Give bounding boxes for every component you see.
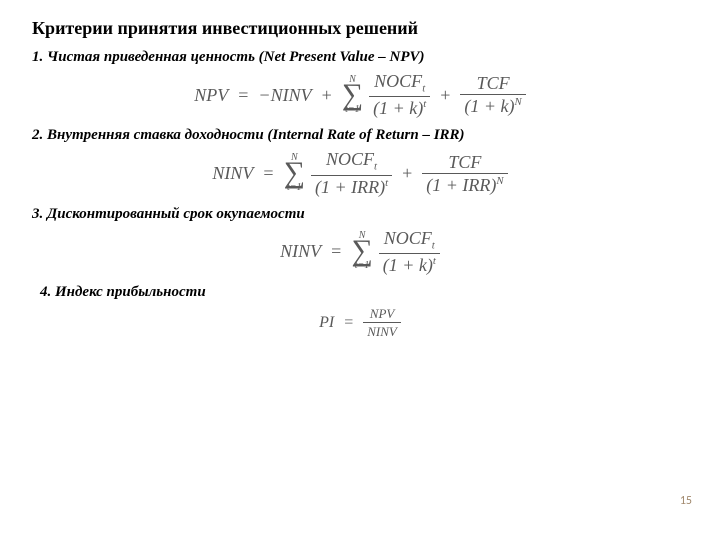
equals-sign: = <box>340 315 357 331</box>
irr-formula: NINV = N ∑ t=1 NOCFt (1 + IRR)t + TCF (1… <box>32 150 688 195</box>
pi-formula: PI = NPV NINV <box>32 307 688 338</box>
page-title: Критерии принятия инвестиционных решений <box>32 18 688 39</box>
sigma-icon: N ∑ t=1 <box>284 153 305 193</box>
slide-page: Критерии принятия инвестиционных решений… <box>0 0 720 522</box>
irr-lhs: NINV <box>212 164 253 182</box>
equals-sign: = <box>234 86 252 104</box>
pi-lhs: PI <box>319 315 334 331</box>
criterion-2-heading: 2. Внутренняя ставка доходности (Interna… <box>32 127 688 144</box>
dpb-frac: NOCFt (1 + k)t <box>379 229 440 274</box>
plus-sign: + <box>398 164 416 182</box>
npv-minus-ninv: −NINV <box>258 86 311 104</box>
criterion-4-heading: 4. Индекс прибыльности <box>32 284 688 301</box>
plus-sign: + <box>436 86 454 104</box>
plus-sign: + <box>318 86 336 104</box>
pi-frac: NPV NINV <box>363 307 401 338</box>
dpb-formula: NINV = N ∑ t=1 NOCFt (1 + k)t <box>32 229 688 274</box>
criterion-3-heading: 3. Дисконтированный срок окупаемости <box>32 206 688 223</box>
equals-sign: = <box>327 242 345 260</box>
npv-lhs: NPV <box>194 86 228 104</box>
page-number: 15 <box>680 494 692 508</box>
sigma-icon: N ∑ t=1 <box>351 231 372 271</box>
criterion-1-heading: 1. Чистая приведенная ценность (Net Pres… <box>32 49 688 66</box>
equals-sign: = <box>259 164 277 182</box>
dpb-lhs: NINV <box>280 242 321 260</box>
irr-frac2: TCF (1 + IRR)N <box>422 153 507 194</box>
irr-frac1: NOCFt (1 + IRR)t <box>311 150 392 195</box>
npv-frac1: NOCFt (1 + k)t <box>369 72 430 117</box>
npv-frac2: TCF (1 + k)N <box>460 74 525 115</box>
npv-formula: NPV = −NINV + N ∑ t=1 NOCFt (1 + k)t + T… <box>32 72 688 117</box>
sigma-icon: N ∑ t=1 <box>342 75 363 115</box>
